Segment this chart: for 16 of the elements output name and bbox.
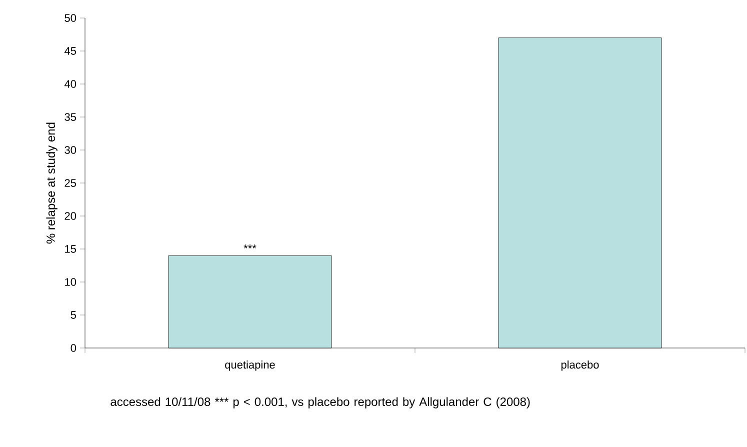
y-tick-label: 50: [64, 14, 76, 22]
y-tick-label: 10: [65, 278, 76, 286]
y-tick-label: 30: [64, 146, 76, 154]
y-tick-label: 0: [70, 344, 76, 352]
x-tick-label: quetiapine: [225, 360, 275, 371]
y-tick-label: 25: [64, 179, 76, 187]
annotation: ***: [244, 244, 256, 248]
y-tick-label: 15: [65, 245, 76, 253]
y-tick-label: 40: [64, 80, 76, 88]
y-axis-title: % relapse at study end: [46, 122, 58, 244]
y-tick-label: 20: [64, 212, 76, 220]
y-tick-label: 5: [70, 311, 76, 319]
x-tick-label: placebo: [561, 360, 599, 371]
y-tick-label: 35: [64, 113, 76, 121]
text: accessed 10/11/08 *** p < 0.001, vs placebo reported by Allgulander C (2008): [110, 397, 530, 408]
y-tick-label: 45: [64, 47, 76, 55]
